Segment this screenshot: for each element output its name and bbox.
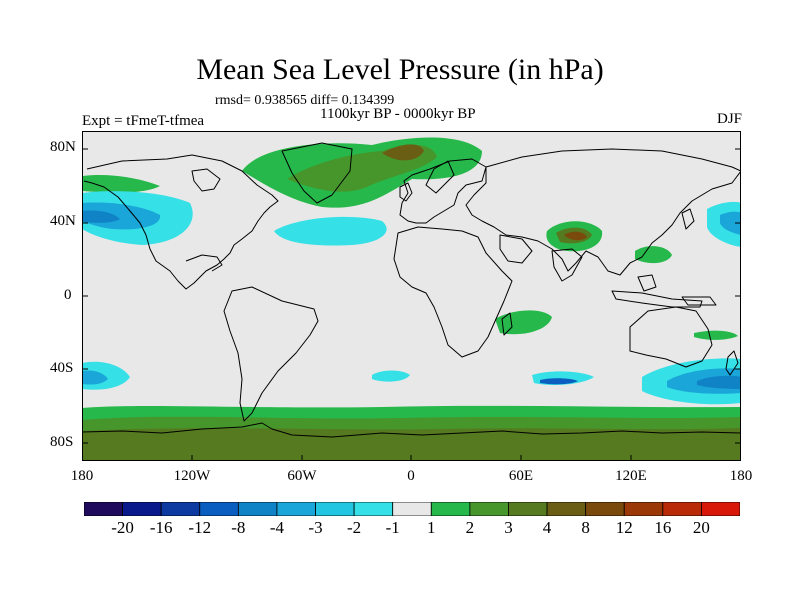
season-label: DJF <box>716 111 742 127</box>
north-america-coast <box>83 154 279 290</box>
colorbar-label: 16 <box>654 518 672 537</box>
borneo <box>637 274 657 292</box>
x-tick-label: 180 <box>729 468 753 484</box>
south-pacific-negative-west-mid <box>82 370 108 385</box>
north-pacific-negative-east-mid <box>720 211 741 235</box>
y-tick-label: 80S <box>50 434 74 450</box>
new-guinea <box>681 296 717 306</box>
coastlines <box>82 142 741 438</box>
hudson-bay <box>191 168 221 192</box>
north-atlantic-positive-core <box>382 144 424 161</box>
colorbar-swatch <box>237 502 278 516</box>
scandinavia <box>425 160 455 194</box>
colorbar-label: 1 <box>427 518 436 537</box>
colorbar-swatch <box>623 502 664 516</box>
colorbar-label: 4 <box>542 518 552 537</box>
colorbar-label: -12 <box>188 518 212 537</box>
colorbar-swatch <box>353 502 394 516</box>
colorbar-swatch <box>84 502 123 516</box>
colorbar-swatch <box>508 502 548 516</box>
south-america-coast <box>223 286 319 422</box>
north-atlantic-negative <box>274 216 387 246</box>
x-tick-label: 180 <box>70 468 94 484</box>
y-tick-label: 40S <box>50 360 74 376</box>
map-background <box>82 131 741 461</box>
north-pacific-arctic-positive <box>83 175 160 193</box>
colorbar-label: -4 <box>269 518 285 537</box>
statistics-text: rmsd= 0.938565 diff= 0.134399 <box>215 93 395 108</box>
colorbar-swatch <box>315 502 355 516</box>
colorbar-label: 8 <box>581 518 590 537</box>
colorbar-label: -8 <box>231 518 246 537</box>
japan <box>681 208 695 230</box>
colorbar-label: -2 <box>347 518 362 537</box>
australia-positive <box>694 330 738 340</box>
india <box>551 248 583 282</box>
x-tick-label: 120W <box>173 468 211 484</box>
colorbar-label: 20 <box>692 518 710 537</box>
africa-coast <box>393 226 513 358</box>
colorbar-swatch <box>430 502 471 516</box>
anomaly-shading <box>82 137 741 461</box>
y-tick-label: 0 <box>64 287 72 303</box>
arabia <box>499 234 533 264</box>
colorbar-swatch <box>701 502 740 516</box>
asia-coast <box>465 148 741 276</box>
uk <box>399 182 413 202</box>
pacific-positive <box>635 246 672 264</box>
x-tick-label: 60E <box>508 468 534 484</box>
asia-positive-core <box>564 231 587 241</box>
colorbar-swatch <box>469 502 509 516</box>
madagascar <box>501 312 513 336</box>
colorbar-label: -20 <box>111 518 134 537</box>
colorbar-label: 2 <box>465 518 475 537</box>
x-tick-label: 0 <box>407 468 415 484</box>
map-title: Mean Sea Level Pressure (in hPa) <box>196 53 604 86</box>
map-frame <box>82 131 741 461</box>
north-pacific-negative-core <box>82 210 120 223</box>
south-atlantic-negative <box>372 370 410 382</box>
period-label: 1100kyr BP - 0000kyr BP <box>320 106 476 122</box>
colorbar-swatch <box>662 502 702 516</box>
pressure-map <box>82 131 741 461</box>
gulf-of-mexico <box>185 254 223 272</box>
colorbar-swatch <box>392 502 432 516</box>
southern-ocean-band-dark <box>82 428 741 461</box>
experiment-label: Expt = tFmeT-tfmea <box>82 113 205 129</box>
y-tick-label: 80N <box>50 139 76 155</box>
colorbar-label: -1 <box>385 518 400 537</box>
australia-coast <box>629 306 713 368</box>
south-pacific-negative-east-core <box>697 375 741 389</box>
colorbar-swatch <box>199 502 239 516</box>
indian-ocean-positive <box>495 310 552 335</box>
south-indian-negative-core <box>540 378 578 385</box>
colorbar-swatch <box>546 502 587 516</box>
x-tick-label: 120E <box>615 468 647 484</box>
greenland <box>281 142 353 204</box>
colorbar-label: -3 <box>308 518 323 537</box>
antarctica-coast <box>82 422 741 438</box>
indonesia <box>611 290 703 308</box>
colorbar <box>84 502 740 516</box>
colorbar-swatch <box>160 502 201 516</box>
colorbar-label: -16 <box>149 518 173 537</box>
x-tick-label: 60W <box>287 468 317 484</box>
colorbar-labels: -20 -16 -12 -8 -4 -3 -2 -1 1 2 3 4 8 12 16 20 <box>84 518 740 540</box>
colorbar-label: 3 <box>504 518 513 537</box>
colorbar-label: 12 <box>615 518 633 537</box>
y-tick-label: 40N <box>50 213 76 229</box>
europe-coast <box>399 158 487 224</box>
colorbar-swatch <box>585 502 625 516</box>
colorbar-swatch <box>276 502 316 516</box>
colorbar-swatch <box>122 502 162 516</box>
new-zealand <box>725 350 739 376</box>
